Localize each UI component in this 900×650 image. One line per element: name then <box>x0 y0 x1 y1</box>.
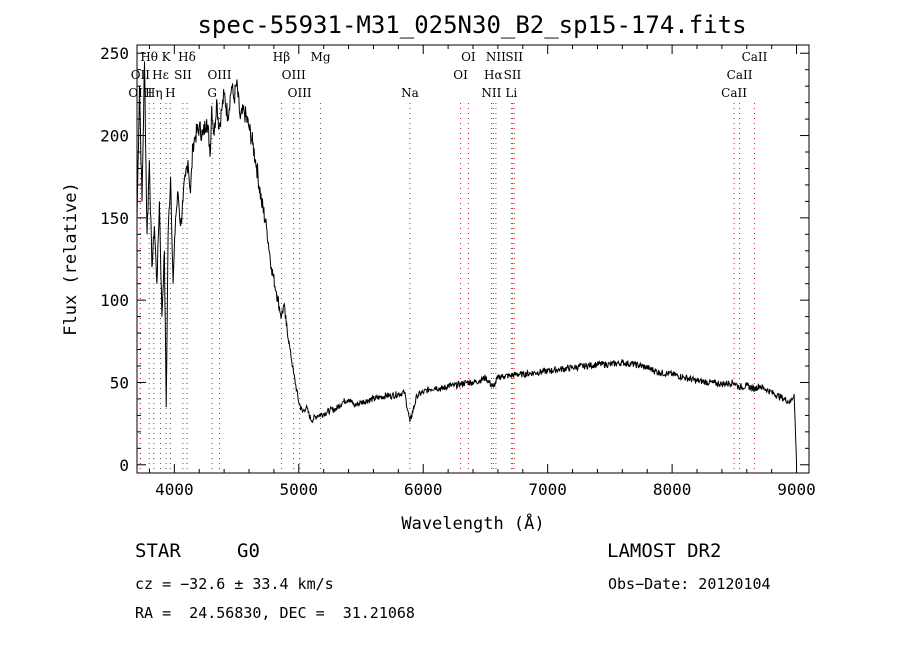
line-label-24: CaII <box>721 86 747 100</box>
x-axis-label: Wavelength (Å) <box>401 512 544 534</box>
spectrum-series <box>136 61 798 465</box>
line-label-14: Mg <box>311 50 331 64</box>
line-label-12: OIII <box>282 68 306 82</box>
spectrum-line <box>136 61 798 465</box>
redshift-velocity: cz = −32.6 ± 33.4 km/s <box>135 575 334 593</box>
line-label-8: OIII <box>128 86 152 100</box>
line-label-18: NII <box>481 86 501 100</box>
line-label-5: SII <box>174 68 192 82</box>
x-tick-label-4: 8000 <box>653 480 692 499</box>
x-tick-label-3: 7000 <box>528 480 567 499</box>
line-label-16: OI <box>453 68 468 82</box>
line-label-1: Hη <box>145 86 163 100</box>
line-label-3: K <box>162 50 172 64</box>
line-label-20: NII <box>486 50 506 64</box>
line-label-25: CaII <box>727 68 753 82</box>
line-label-26: CaII <box>742 50 768 64</box>
line-label-22: SII <box>504 68 522 82</box>
line-label-2: Hε <box>152 68 169 82</box>
line-label-10: OIII <box>207 68 231 82</box>
line-label-15: Na <box>401 86 419 100</box>
y-tick-label-0: 0 <box>119 456 129 475</box>
line-label-6: Hδ <box>178 50 196 64</box>
y-tick-label-2: 100 <box>100 291 129 310</box>
x-tick-label-2: 6000 <box>404 480 443 499</box>
observation-date: Obs−Date: 20120104 <box>608 575 771 593</box>
line-label-19: Hα <box>484 68 503 82</box>
plot-frame <box>136 44 810 474</box>
x-tick-label-5: 9000 <box>777 480 816 499</box>
line-label-9: G <box>207 86 217 100</box>
x-tick-label-0: 4000 <box>155 480 194 499</box>
survey-name: LAMOST DR2 <box>607 540 722 562</box>
spectral-line-markers: Hθ Hη Hε K H SII Hδ OII OIII G OIII Hβ OIII OIII Mg Na O… <box>128 50 768 473</box>
line-label-17: OI <box>461 50 476 64</box>
line-label-4: H <box>165 86 175 100</box>
x-tick-label-1: 5000 <box>280 480 319 499</box>
x-axis: 4000 5000 6000 7000 8000 9000 <box>148 45 816 499</box>
coordinates: RA = 24.56830, DEC = 31.21068 <box>135 604 415 622</box>
object-class: STAR <box>135 540 181 562</box>
line-label-23: SII <box>505 50 523 64</box>
y-tick-label-5: 250 <box>100 44 129 63</box>
line-label-21: Li <box>505 86 517 100</box>
object-subclass: G0 <box>237 540 260 562</box>
y-tick-label-4: 200 <box>100 127 129 146</box>
y-axis: 0 50 100 150 200 250 <box>100 44 809 475</box>
line-label-11: Hβ <box>273 50 290 64</box>
line-label-13: OIII <box>288 86 312 100</box>
chart-title: spec-55931-M31_025N30_B2_sp15-174.fits <box>197 11 746 39</box>
y-tick-label-1: 50 <box>110 373 129 392</box>
line-label-0: Hθ <box>140 50 158 64</box>
y-axis-label: Flux (relative) <box>61 182 81 336</box>
y-tick-label-3: 150 <box>100 209 129 228</box>
line-label-7: OII <box>131 68 151 82</box>
